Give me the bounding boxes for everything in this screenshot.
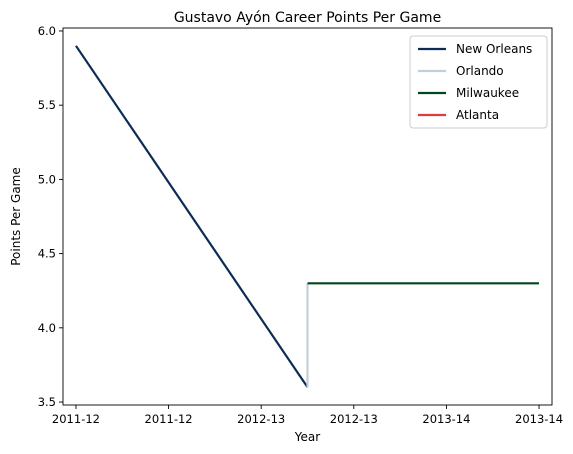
y-tick-label: 6.0 xyxy=(38,24,56,38)
legend-label: New Orleans xyxy=(456,42,532,56)
y-tick-label: 3.5 xyxy=(38,395,56,409)
x-tick-label: 2013-14 xyxy=(422,412,470,426)
y-tick-label: 4.5 xyxy=(38,247,56,261)
x-axis: 2011-12 2011-12 2012-13 2012-13 2013-14 2013-… xyxy=(52,405,563,426)
legend-label: Atlanta xyxy=(456,108,499,122)
y-axis: 3.5 4.0 4.5 5.0 5.5 6.0 xyxy=(38,24,63,409)
y-tick-label: 4.0 xyxy=(38,321,56,335)
y-tick-label: 5.5 xyxy=(38,98,56,112)
legend-label: Orlando xyxy=(456,64,504,78)
y-tick-label: 5.0 xyxy=(38,172,56,186)
legend-label: Milwaukee xyxy=(456,86,519,100)
legend: New Orleans Orlando Milwaukee Atlanta xyxy=(410,36,547,128)
series-line-0 xyxy=(76,46,308,387)
x-tick-label: 2011-12 xyxy=(145,412,193,426)
x-tick-label: 2013-14 xyxy=(515,412,563,426)
x-tick-label: 2012-13 xyxy=(237,412,285,426)
x-axis-title: Year xyxy=(294,430,320,444)
x-tick-label: 2012-13 xyxy=(330,412,378,426)
chart-title: Gustavo Ayón Career Points Per Game xyxy=(174,10,441,26)
x-tick-label: 2011-12 xyxy=(52,412,100,426)
y-axis-title: Points Per Game xyxy=(9,167,23,266)
